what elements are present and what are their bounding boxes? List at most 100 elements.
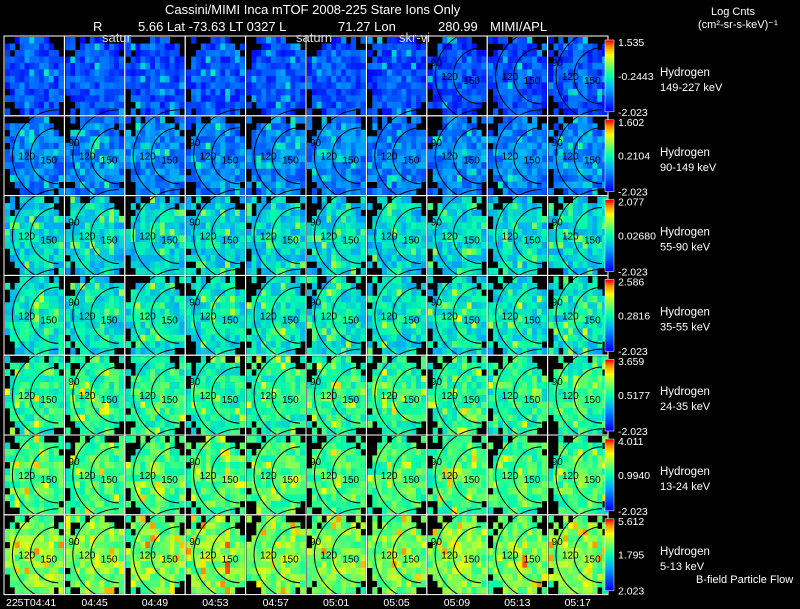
pitch-angle-label: 150 [463,315,480,326]
image-tile [246,37,306,116]
pitch-angle-contour [271,366,301,424]
pitch-angle-contour [513,286,542,344]
pitch-angle-contour [211,446,240,504]
colorbar-mid-label: 0.2104 [618,151,650,163]
pitch-angle-label: 120 [139,152,156,163]
colorbar-min-label: 2.023 [618,586,644,598]
image-tile: 120 150 [367,189,427,282]
plot-title: Cassini/MIMI Inca mTOF 2008-225 Stare Io… [165,2,461,17]
colorbar-max-label: 5.612 [618,516,644,528]
image-tile: 120 150 [5,109,64,203]
pitch-angle-label: 150 [40,395,57,406]
colorbar-min-label: -2.023 [618,506,648,518]
pitch-angle-label: 150 [403,475,420,486]
pitch-angle-label: 120 [200,311,217,322]
pitch-angle-contour [452,207,482,264]
pitch-angle-label: 120 [139,232,156,243]
pitch-angle-label: 150 [101,236,118,247]
pitch-angle-label: 120 [200,391,217,402]
pitch-angle-contour [271,526,301,584]
pitch-angle-label: 120 [320,391,337,402]
pitch-angle-label: 120 [139,311,156,322]
pitch-angle-label: 90 [310,377,322,388]
pitch-angle-label: 150 [40,475,57,486]
pitch-angle-contour [513,127,542,185]
image-tile: 120 150 [367,348,427,442]
image-tile: 120 150 90 [65,109,125,203]
row-energy-label: 149-227 keV [660,82,723,94]
image-tile: 120 150 [125,428,185,522]
image-tile: 120 150 [367,428,427,522]
pitch-angle-contour [513,207,542,264]
image-tile: 120 150 90 [548,29,608,123]
pitch-angle-label: 90 [552,138,564,149]
colorbar-max-label: 3.659 [618,356,644,368]
pitch-angle-label: 150 [524,475,541,486]
pitch-angle-label: 90 [189,457,201,468]
pitch-angle-contour [331,286,361,344]
pitch-angle-label: 90 [68,297,80,308]
colorbar-min-label: -2.023 [618,107,648,119]
pitch-angle-contour [132,508,180,602]
pitch-angle-contour [150,526,180,584]
time-label: 05:13 [504,597,530,609]
pitch-angle-label: 150 [524,76,541,87]
r-label: R [93,19,103,34]
pitch-angle-contour [150,286,180,344]
pitch-angle-contour [29,127,59,185]
pitch-angle-label: 150 [342,395,359,406]
time-label: 05:17 [565,597,591,609]
pitch-angle-label: 150 [524,555,541,566]
image-tile: 120 150 90 [427,109,487,203]
pitch-angle-contour [90,526,119,584]
pitch-angle-label: 90 [189,297,201,308]
lon-value: 280.99 [438,19,478,34]
pitch-angle-label: 150 [524,315,541,326]
pitch-angle-label: 90 [68,457,80,468]
pitch-angle-label: 120 [320,311,337,322]
row-species-label: Hydrogen [660,306,710,318]
pitch-angle-label: 120 [502,551,519,562]
pitch-angle-label: 150 [282,475,299,486]
pitch-angle-label: 150 [463,475,480,486]
colorbar [604,199,615,272]
colorbar [604,518,615,592]
pitch-angle-contour [513,366,542,424]
pitch-angle-label: 150 [584,236,601,247]
pitch-angle-label: 150 [101,156,118,167]
colorbar-units: (cm²-sr-s-keV)⁻¹ [698,19,778,31]
pitch-angle-contour [573,127,603,185]
pitch-angle-label: 120 [441,152,458,163]
image-tile: 120 150 90 [186,268,245,362]
pitch-angle-label: 90 [310,457,322,468]
image-tile: 120 150 90 [427,508,487,602]
colorbar-min-label: -2.023 [618,346,648,358]
pitch-angle-label: 120 [139,471,156,482]
pitch-angle-contour [150,127,180,185]
pitch-angle-contour [211,127,240,185]
pitch-angle-contour [392,127,421,185]
pitch-angle-label: 120 [381,551,398,562]
pitch-angle-contour [211,286,240,344]
pitch-angle-label: 120 [79,232,96,243]
image-tile: 120 150 [488,268,547,362]
image-tile: 120 150 [5,268,64,362]
colorbar-mid-label: 0.02680 [618,231,656,243]
pitch-angle-label: 150 [161,156,178,167]
overlay-label-skr: skr-vi [399,30,431,45]
pitch-angle-contour [513,446,542,504]
image-tile: 120 150 [488,348,547,442]
image-tile: 120 150 [5,508,64,602]
image-tile: 120 150 [488,109,547,203]
pitch-angle-contour [392,366,421,424]
pitch-angle-label: 150 [463,76,480,87]
pitch-angle-label: 150 [101,475,118,486]
pitch-angle-label: 150 [222,475,239,486]
image-tile: 120 150 [488,428,547,522]
pitch-angle-label: 150 [584,475,601,486]
image-tile: 120 150 90 [186,348,245,442]
pitch-angle-label: 150 [584,555,601,566]
image-tile: 120 150 90 [65,189,125,282]
pitch-angle-contour [150,446,180,504]
pitch-angle-contour [90,127,119,185]
